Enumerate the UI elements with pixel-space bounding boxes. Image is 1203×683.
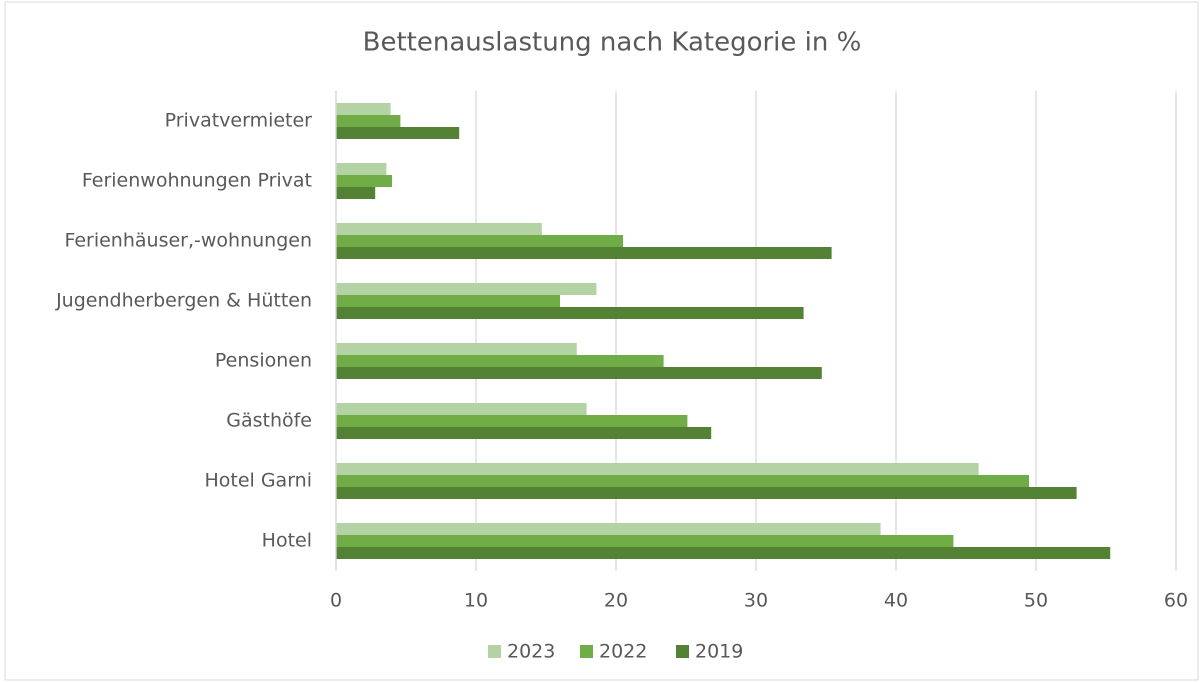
legend-swatch — [488, 645, 501, 658]
bar — [336, 175, 392, 187]
x-tick-label: 20 — [604, 590, 628, 612]
y-tick-label: Gästhöfe — [226, 410, 312, 432]
chart-title: Bettenauslastung nach Kategorie in % — [363, 28, 862, 58]
y-tick-label: Jugendherbergen & Hütten — [55, 290, 312, 312]
bar — [336, 415, 688, 427]
y-tick-label: Pensionen — [215, 350, 312, 372]
bar — [336, 235, 623, 247]
bar — [336, 115, 401, 127]
x-tick-label: 50 — [1024, 590, 1048, 612]
bar — [336, 187, 376, 199]
legend-swatch — [580, 645, 593, 658]
bar — [336, 355, 664, 367]
x-tick-label: 10 — [464, 590, 488, 612]
bar — [336, 163, 387, 175]
bar — [336, 475, 1029, 487]
x-tick-label: 40 — [884, 590, 908, 612]
y-tick-label: Hotel Garni — [204, 470, 312, 492]
legend-swatch — [676, 645, 689, 658]
bar — [336, 283, 597, 295]
bar — [336, 367, 822, 379]
y-tick-label: Ferienwohnungen Privat — [82, 170, 312, 192]
y-tick-label: Privatvermieter — [165, 110, 313, 132]
bar — [336, 307, 804, 319]
x-tick-label: 0 — [330, 590, 342, 612]
x-tick-label: 30 — [744, 590, 768, 612]
bar — [336, 487, 1077, 499]
bar — [336, 463, 979, 475]
bar — [336, 535, 954, 547]
legend-label: 2019 — [695, 641, 743, 663]
bar — [336, 127, 460, 139]
bar — [336, 295, 560, 307]
legend-label: 2023 — [507, 641, 555, 663]
bar — [336, 427, 712, 439]
y-tick-label: Ferienhäuser,-wohnungen — [64, 230, 312, 252]
chart-frame — [4, 1, 1199, 681]
bar — [336, 103, 391, 115]
bar — [336, 547, 1111, 559]
x-tick-label: 60 — [1164, 590, 1188, 612]
bar — [336, 523, 881, 535]
bar — [336, 343, 577, 355]
y-tick-label: Hotel — [262, 530, 312, 552]
bar — [336, 403, 587, 415]
bar — [336, 247, 832, 259]
bar — [336, 223, 542, 235]
legend-label: 2022 — [599, 641, 647, 663]
